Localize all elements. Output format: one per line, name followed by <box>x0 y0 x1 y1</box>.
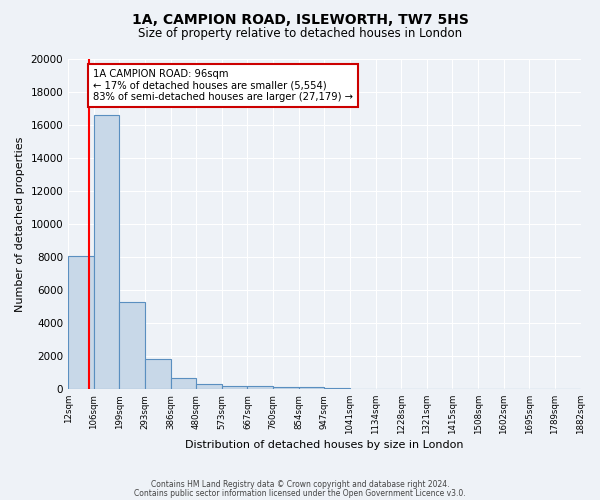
Bar <box>325 388 350 389</box>
Text: Contains HM Land Registry data © Crown copyright and database right 2024.: Contains HM Land Registry data © Crown c… <box>151 480 449 489</box>
Bar <box>273 386 299 389</box>
Bar <box>299 387 325 389</box>
Bar <box>119 302 145 389</box>
Text: Size of property relative to detached houses in London: Size of property relative to detached ho… <box>138 28 462 40</box>
Text: 1A CAMPION ROAD: 96sqm
← 17% of detached houses are smaller (5,554)
83% of semi-: 1A CAMPION ROAD: 96sqm ← 17% of detached… <box>93 69 353 102</box>
Bar <box>247 386 273 389</box>
Bar <box>145 358 170 389</box>
Text: Contains public sector information licensed under the Open Government Licence v3: Contains public sector information licen… <box>134 490 466 498</box>
Bar <box>196 384 222 389</box>
Y-axis label: Number of detached properties: Number of detached properties <box>15 136 25 312</box>
Bar <box>94 115 119 389</box>
Bar <box>170 378 196 389</box>
Text: 1A, CAMPION ROAD, ISLEWORTH, TW7 5HS: 1A, CAMPION ROAD, ISLEWORTH, TW7 5HS <box>131 12 469 26</box>
X-axis label: Distribution of detached houses by size in London: Distribution of detached houses by size … <box>185 440 464 450</box>
Bar <box>68 256 94 389</box>
Bar <box>222 386 247 389</box>
